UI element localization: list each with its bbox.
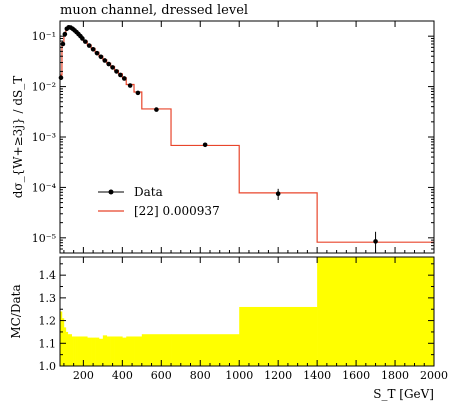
main-panel: Data [22] 0.000937 10⁻¹ 10⁻² 10⁻³ 10⁻⁴ 10⁻⁵ dσ_… <box>11 20 435 254</box>
ratio-band-bin <box>63 327 67 366</box>
ratio-band-bin <box>81 336 84 366</box>
ratio-band-bin <box>134 336 143 366</box>
x-tick-label: 200 <box>73 369 94 382</box>
data-point <box>106 61 111 67</box>
data-point <box>202 142 208 148</box>
ratio-band-bin <box>65 331 69 366</box>
ratio-band-bin <box>239 306 318 366</box>
ratio-band-bin <box>106 336 111 366</box>
data-point <box>86 43 92 48</box>
legend-label: [22] 0.000937 <box>134 204 220 218</box>
ratio-panel: 200 400 600 800 1000 1200 1400 1600 1800 2000 1.0 1… <box>9 256 448 401</box>
ratio-band-bin <box>102 335 108 366</box>
y-tick-label: 10⁻¹ <box>32 30 56 43</box>
ratio-band-bin <box>91 337 96 366</box>
y-axis-label: dσ_{W+≥3j} / dS_T <box>11 76 25 199</box>
legend-data-marker <box>108 189 114 195</box>
data-point <box>275 191 281 197</box>
ratio-band-bin <box>122 337 127 366</box>
x-tick-label: 2000 <box>420 369 448 382</box>
y-tick-label: 10⁻² <box>32 81 56 94</box>
x-tick-label: 800 <box>190 369 211 382</box>
ratio-band-bin <box>126 336 135 366</box>
data-point <box>83 39 88 44</box>
ratio-band-bin <box>71 336 74 366</box>
ratio-y-tick-label: 1.2 <box>39 315 57 328</box>
ratio-frame <box>59 256 435 367</box>
legend-label: Data <box>134 185 163 199</box>
x-tick-label: 1400 <box>303 369 331 382</box>
ratio-band-bin <box>75 336 78 366</box>
data-point <box>94 50 100 56</box>
ratio-band-bin <box>114 336 119 366</box>
x-tick-label: 1000 <box>225 369 253 382</box>
data-point <box>135 90 141 96</box>
data-point <box>154 107 159 112</box>
ratio-y-tick-label: 1.1 <box>39 337 57 350</box>
data-point <box>102 58 108 63</box>
figure-title: muon channel, dressed level <box>60 3 248 18</box>
ratio-y-axis-label: MC/Data <box>9 284 23 338</box>
data-point <box>127 83 133 88</box>
data-point <box>58 75 64 81</box>
mc-prediction-line <box>60 25 434 243</box>
main-frame <box>59 20 435 254</box>
y-tick-label: 10⁻⁴ <box>32 181 57 194</box>
ratio-band-bin <box>110 336 115 366</box>
ratio-band-bin <box>73 336 76 366</box>
ratio-band-bin <box>118 336 123 366</box>
data-point <box>62 31 68 37</box>
x-tick-label: 400 <box>112 369 133 382</box>
x-tick-label: 1600 <box>342 369 370 382</box>
data-point <box>118 72 123 78</box>
ratio-band-bin <box>60 311 63 366</box>
ratio-band-bin <box>317 257 435 366</box>
ratio-band-bin <box>83 336 88 366</box>
ratio-band-bin <box>67 334 71 366</box>
x-tick-label: 1200 <box>264 369 292 382</box>
data-point <box>373 239 378 244</box>
data-point <box>110 65 115 70</box>
ratio-band-bin <box>87 337 92 366</box>
data-point <box>114 69 119 74</box>
ratio-band-bin <box>77 336 80 366</box>
x-tick-label: 600 <box>151 369 172 382</box>
ratio-band-bin <box>141 334 172 366</box>
ratio-y-tick-label: 1.3 <box>39 292 57 305</box>
ratio-band-bin <box>61 318 65 366</box>
y-tick-label: 10⁻⁵ <box>32 232 56 245</box>
data-point <box>80 36 85 41</box>
x-axis-label: S_T [GeV] <box>373 387 434 401</box>
ratio-y-tick-label: 1.4 <box>39 269 57 282</box>
ratio-band-bin <box>69 334 72 366</box>
x-tick-label: 1800 <box>381 369 409 382</box>
data-point <box>90 46 96 52</box>
data-point <box>121 76 127 81</box>
ratio-band-bin <box>95 337 100 366</box>
ratio-band-bin <box>79 336 82 366</box>
data-point <box>98 54 104 60</box>
ratio-band-bin <box>171 334 240 366</box>
ratio-y-tick-label: 1.0 <box>39 360 57 373</box>
ratio-band-bin <box>98 338 104 366</box>
y-tick-label: 10⁻³ <box>32 131 56 144</box>
